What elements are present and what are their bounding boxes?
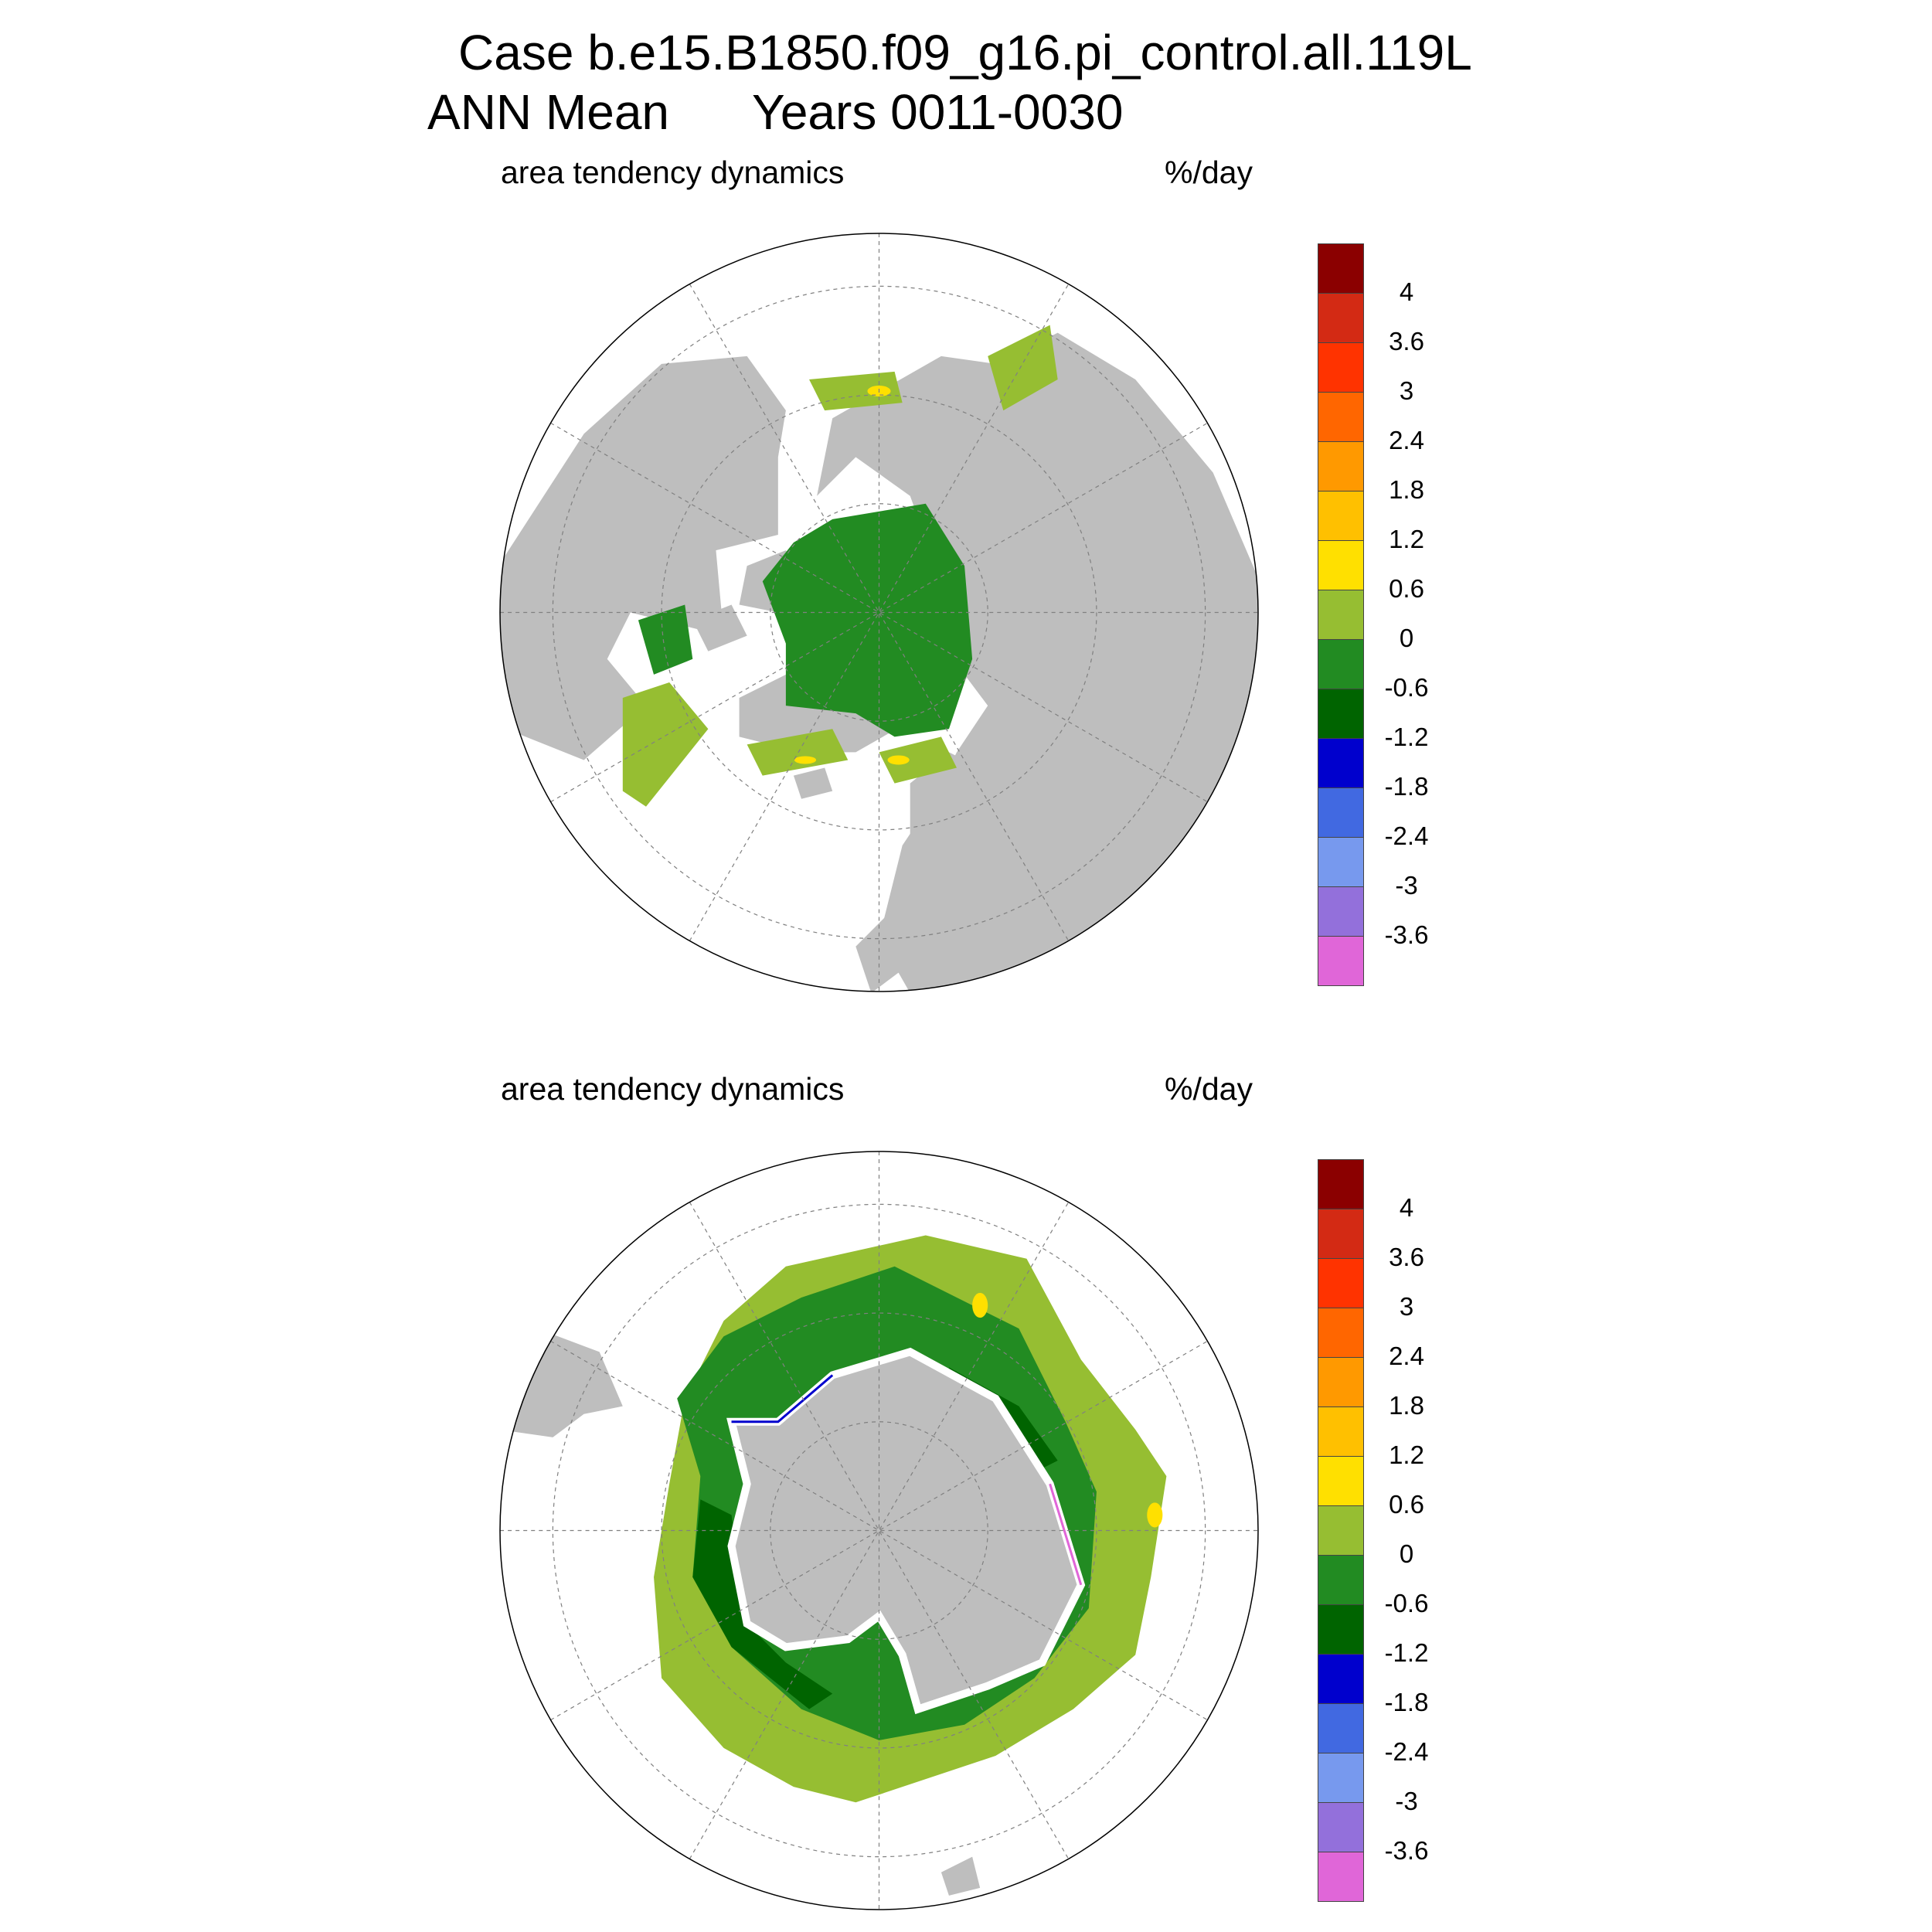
- colorbar-box: [1318, 1209, 1364, 1259]
- south-units-label: %/day: [1165, 1071, 1253, 1107]
- colorbar-box: [1318, 1258, 1364, 1308]
- colorbar-box: [1318, 837, 1364, 887]
- figure-title-years: Years 0011-0030: [752, 84, 1124, 140]
- colorbar-tick-label: 1.8: [1389, 475, 1424, 504]
- colorbar-tick-label: 0: [1399, 1539, 1414, 1568]
- colorbar-tick-label: -2.4: [1384, 821, 1429, 850]
- colorbar-box: [1318, 1159, 1364, 1209]
- colorbar-tick-label: -0.6: [1384, 673, 1429, 702]
- colorbar-tick-label: -2.4: [1384, 1737, 1429, 1766]
- colorbar-tick-label: -3.6: [1384, 1836, 1429, 1865]
- colorbar-tick-label: -1.8: [1384, 1688, 1429, 1716]
- colorbar-tick-label: -1.8: [1384, 772, 1429, 801]
- colorbar-box: [1318, 293, 1364, 343]
- colorbar-tick-label: 1.2: [1389, 525, 1424, 553]
- colorbar-box: [1318, 590, 1364, 640]
- colorbar-box: [1318, 1456, 1364, 1506]
- south-graticule: [500, 1151, 1258, 1910]
- south-variable-label: area tendency dynamics: [501, 1071, 845, 1107]
- colorbar-tick-label: -1.2: [1384, 1638, 1429, 1667]
- colorbar-box: [1318, 639, 1364, 689]
- colorbar-box: [1318, 936, 1364, 986]
- colorbar-tick-label: 2.4: [1389, 426, 1424, 454]
- figure-title-line1: Case b.e15.B1850.f09_g16.pi_control.all.…: [458, 25, 1472, 80]
- colorbar-tick-label: 3.6: [1389, 327, 1424, 355]
- south-polar-map: [499, 1151, 1259, 1910]
- colorbar-tick-label: 3: [1399, 1292, 1414, 1321]
- colorbar-tick-label: 0: [1399, 624, 1414, 652]
- colorbar-tick-label: -3.6: [1384, 920, 1429, 949]
- colorbar-box: [1318, 243, 1364, 294]
- colorbar-tick-label: 4: [1399, 277, 1414, 306]
- colorbar-box: [1318, 1357, 1364, 1407]
- colorbar-box: [1318, 1654, 1364, 1704]
- colorbar-box: [1318, 1406, 1364, 1457]
- colorbar-box: [1318, 1505, 1364, 1556]
- north-variable-label: area tendency dynamics: [501, 155, 845, 190]
- north-units-label: %/day: [1165, 155, 1253, 190]
- colorbar-box: [1318, 1703, 1364, 1753]
- colorbar-box: [1318, 540, 1364, 590]
- colorbar-tick-label: 0.6: [1389, 574, 1424, 603]
- colorbar-box: [1318, 1753, 1364, 1803]
- colorbar-box: [1318, 886, 1364, 937]
- colorbar-tick-label: 2.4: [1389, 1342, 1424, 1370]
- north-polar-map: [499, 233, 1259, 992]
- colorbar-tick-label: 1.8: [1389, 1391, 1424, 1420]
- colorbar-box: [1318, 689, 1364, 739]
- colorbar-tick-label: 1.2: [1389, 1440, 1424, 1469]
- colorbar-box: [1318, 1308, 1364, 1358]
- colorbar-box: [1318, 491, 1364, 541]
- colorbar-box: [1318, 1802, 1364, 1852]
- colorbar-box: [1318, 392, 1364, 442]
- colorbar-tick-label: -0.6: [1384, 1589, 1429, 1617]
- colorbar-box: [1318, 787, 1364, 838]
- figure-title-mean: ANN Mean: [427, 84, 669, 140]
- colorbar-tick-label: -3: [1395, 1787, 1418, 1815]
- colorbar-box: [1318, 1852, 1364, 1902]
- colorbar-box: [1318, 1555, 1364, 1605]
- colorbar-tick-label: 4: [1399, 1193, 1414, 1222]
- colorbar-tick-label: -1.2: [1384, 723, 1429, 751]
- colorbar-box: [1318, 441, 1364, 492]
- colorbar-box: [1318, 1604, 1364, 1655]
- north-ice-field: [622, 325, 1058, 807]
- colorbar-tick-label: 3: [1399, 376, 1414, 405]
- colorbar-box: [1318, 738, 1364, 788]
- colorbar-tick-label: -3: [1395, 871, 1418, 900]
- colorbar-box: [1318, 342, 1364, 393]
- colorbar-tick-label: 0.6: [1389, 1490, 1424, 1519]
- north-graticule: [500, 233, 1258, 992]
- colorbar-tick-label: 3.6: [1389, 1243, 1424, 1271]
